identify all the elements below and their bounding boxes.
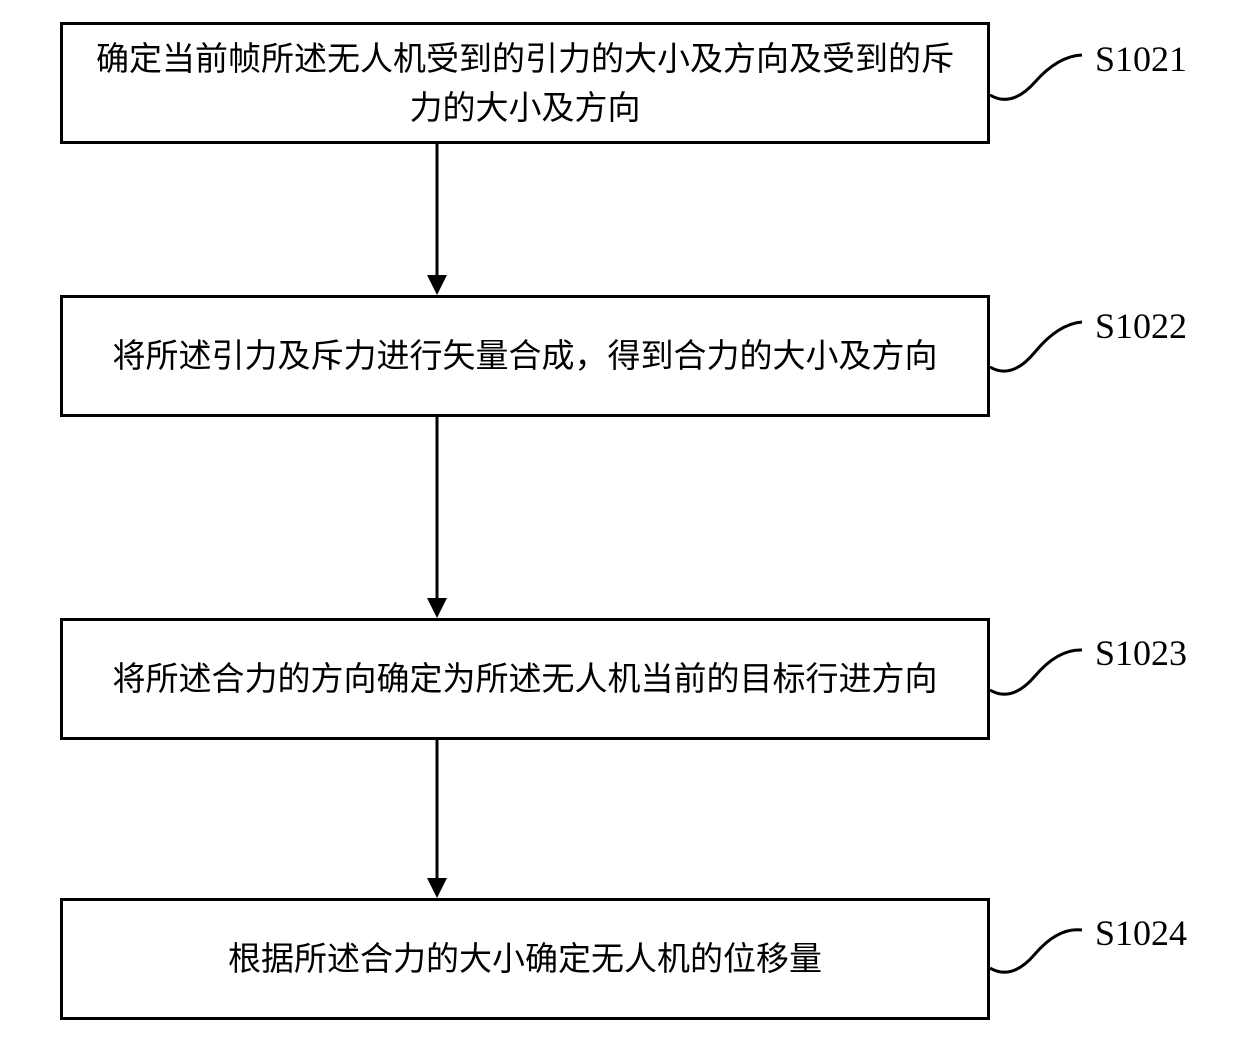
step-label-3: S1023 xyxy=(1095,632,1187,674)
flow-box-1-text: 确定当前帧所述无人机受到的引力的大小及方向及受到的斥力的大小及方向 xyxy=(83,34,967,133)
step-label-1: S1021 xyxy=(1095,38,1187,80)
squiggle-3 xyxy=(990,638,1090,708)
squiggle-2 xyxy=(990,310,1090,380)
flow-box-1: 确定当前帧所述无人机受到的引力的大小及方向及受到的斥力的大小及方向 xyxy=(60,22,990,144)
flow-box-4-text: 根据所述合力的大小确定无人机的位移量 xyxy=(228,934,822,984)
squiggle-4 xyxy=(990,918,1090,988)
flow-box-3: 将所述合力的方向确定为所述无人机当前的目标行进方向 xyxy=(60,618,990,740)
flow-box-3-text: 将所述合力的方向确定为所述无人机当前的目标行进方向 xyxy=(113,654,938,704)
step-label-2: S1022 xyxy=(1095,305,1187,347)
arrow-1-2 xyxy=(425,144,449,295)
flowchart-container: 确定当前帧所述无人机受到的引力的大小及方向及受到的斥力的大小及方向 S1021 … xyxy=(0,0,1239,1053)
arrow-2-3 xyxy=(425,417,449,618)
flow-box-4: 根据所述合力的大小确定无人机的位移量 xyxy=(60,898,990,1020)
step-label-4: S1024 xyxy=(1095,912,1187,954)
flow-box-2-text: 将所述引力及斥力进行矢量合成，得到合力的大小及方向 xyxy=(113,331,938,381)
squiggle-1 xyxy=(990,40,1090,110)
flow-box-2: 将所述引力及斥力进行矢量合成，得到合力的大小及方向 xyxy=(60,295,990,417)
arrow-3-4 xyxy=(425,740,449,898)
